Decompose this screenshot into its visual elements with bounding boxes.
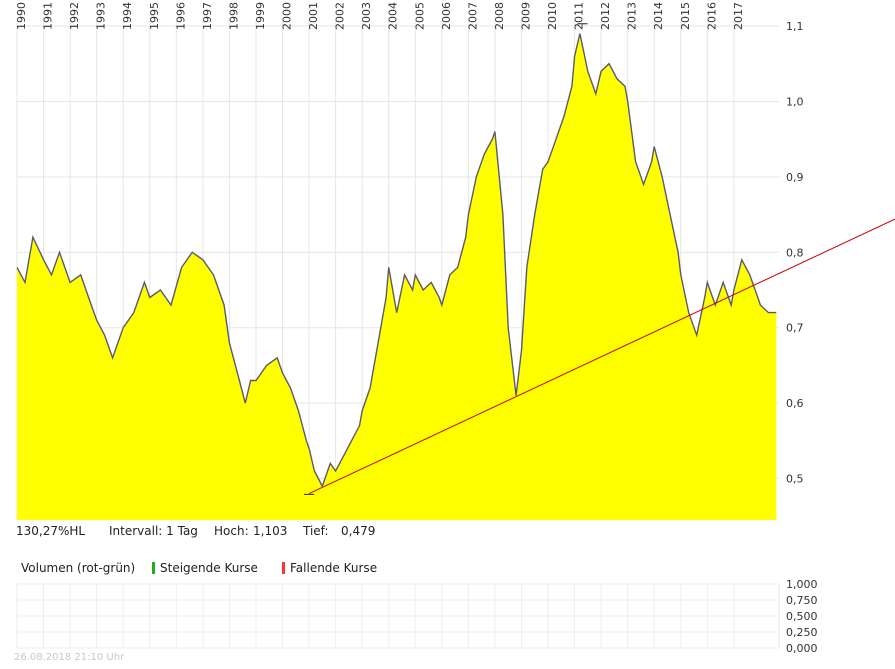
y-tick-label: 0,8 — [786, 246, 804, 259]
x-tick-label: 1994 — [121, 2, 134, 30]
x-tick-label: 2003 — [360, 2, 373, 30]
low-label: Tief: — [303, 524, 329, 538]
x-tick-label: 2004 — [387, 2, 400, 30]
x-tick-label: 2011 — [573, 2, 586, 30]
y-tick-label: 0,5 — [786, 473, 804, 486]
volume-axis-ticks: 0,000 0,250 0,500 0,750 1,000 — [786, 578, 818, 655]
volume-y-tick-label: 0,250 — [786, 626, 818, 639]
x-tick-label: 1998 — [227, 2, 240, 30]
falling-swatch — [282, 562, 285, 574]
volume-y-tick-label: 0,000 — [786, 642, 818, 655]
x-tick-label: 2002 — [334, 2, 347, 30]
volume-y-tick-label: 0,500 — [786, 610, 818, 623]
x-tick-label: 1993 — [95, 2, 108, 30]
volume-title: Volumen (rot-grün) — [21, 561, 136, 575]
high-value: 1,103 — [253, 524, 288, 538]
x-tick-label: 2008 — [493, 2, 506, 30]
trendline — [308, 218, 895, 495]
y-tick-label: 1,1 — [786, 20, 804, 33]
y-tick-label: 0,7 — [786, 322, 804, 335]
y-tick-label: 0,9 — [786, 171, 804, 184]
x-tick-label: 1997 — [201, 2, 214, 30]
x-tick-label: 2007 — [466, 2, 479, 30]
x-tick-label: 2000 — [281, 2, 294, 30]
x-tick-label: 2017 — [732, 2, 745, 30]
range-text: 130,27%HL — [16, 524, 86, 538]
rising-swatch — [152, 562, 155, 574]
x-tick-label: 1990 — [15, 2, 28, 30]
x-tick-label: 2016 — [705, 2, 718, 30]
high-label: Hoch: — [214, 524, 249, 538]
price-area-fill — [17, 33, 777, 520]
x-tick-label: 2012 — [599, 2, 612, 30]
interval-text: Intervall: 1 Tag — [109, 524, 198, 538]
x-tick-label: 2014 — [652, 2, 665, 30]
x-tick-label: 1991 — [42, 2, 55, 30]
volume-y-tick-label: 1,000 — [786, 578, 818, 591]
legend-falling: Fallende Kurse — [282, 561, 377, 575]
x-tick-label: 2013 — [626, 2, 639, 30]
low-value: 0,479 — [341, 524, 376, 538]
legend-rising-label: Steigende Kurse — [160, 561, 258, 575]
x-tick-label: 1992 — [68, 2, 81, 30]
y-axis-ticks: 0,5 0,6 0,7 0,8 0,9 1,0 1,1 — [786, 20, 804, 485]
x-tick-label: 1995 — [148, 2, 161, 30]
x-tick-label: 2009 — [519, 2, 532, 30]
x-tick-label: 1999 — [254, 2, 267, 30]
y-tick-label: 0,6 — [786, 397, 804, 410]
x-tick-label: 1996 — [174, 2, 187, 30]
x-tick-label: 2010 — [546, 2, 559, 30]
x-axis-ticks: 1990 1991 1992 1993 1994 1995 1996 1997 1998 1999… — [15, 2, 745, 30]
volume-y-tick-label: 0,750 — [786, 594, 818, 607]
x-tick-label: 2005 — [413, 2, 426, 30]
price-line — [16, 33, 777, 488]
y-tick-label: 1,0 — [786, 95, 804, 108]
legend-rising: Steigende Kurse — [152, 561, 258, 575]
x-tick-label: 2001 — [307, 2, 320, 30]
x-tick-label: 2006 — [440, 2, 453, 30]
extreme-markers — [304, 23, 588, 495]
volume-chart-grid — [16, 583, 780, 649]
legend-falling-label: Fallende Kurse — [290, 561, 378, 575]
timestamp-footer: 26.08.2018 21:10 Uhr — [14, 652, 125, 663]
x-tick-label: 2015 — [679, 2, 692, 30]
